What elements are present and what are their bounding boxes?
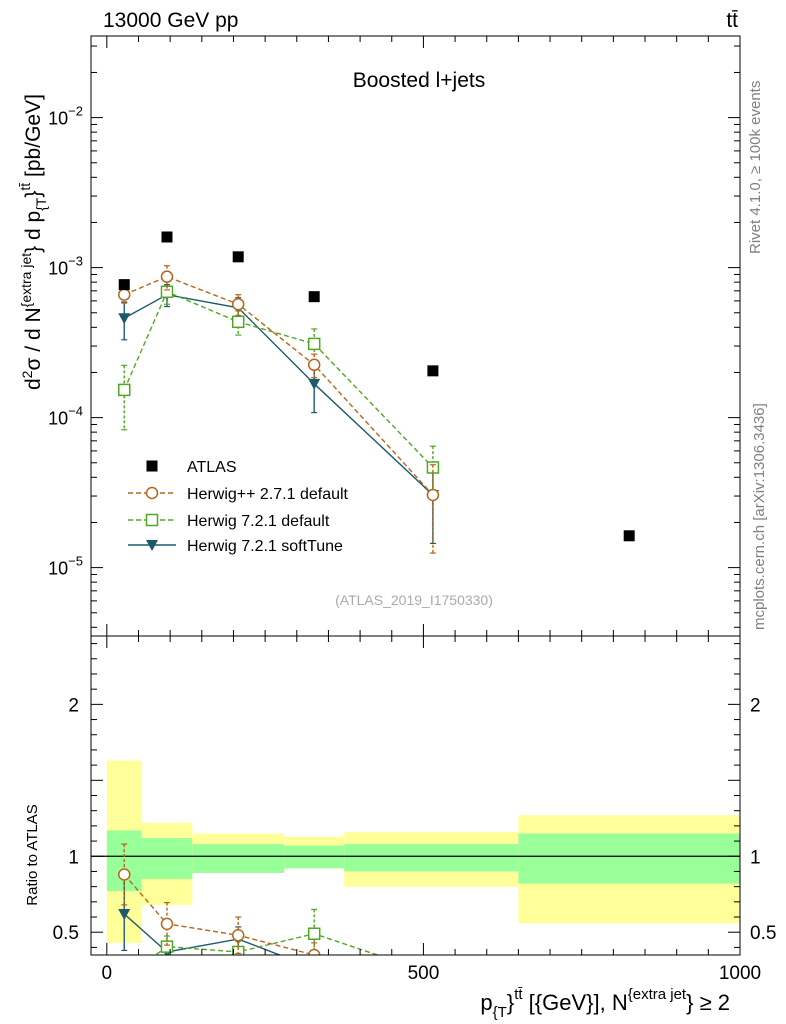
ratio-ytick-label-right: 2 xyxy=(750,695,761,716)
main-point xyxy=(117,383,131,397)
legend-label: Herwig++ 2.7.1 default xyxy=(187,486,349,503)
ratio-ytick-label-left: 2 xyxy=(68,695,79,716)
ratio-point xyxy=(118,908,131,920)
legend-entry: ATLAS xyxy=(146,459,237,476)
main-point xyxy=(160,270,174,283)
main-ytick-label: 10−3 xyxy=(48,254,83,279)
legend-entry: Herwig 7.2.1 softTune xyxy=(128,538,343,555)
legend-label: Herwig 7.2.1 default xyxy=(187,513,330,530)
ratio-series-herwig-2-7-1-default xyxy=(117,843,321,955)
legend-marker xyxy=(146,540,158,551)
legend-label: Herwig 7.2.1 softTune xyxy=(187,538,343,555)
main-point xyxy=(161,231,173,243)
ratio-point xyxy=(231,945,245,955)
header-left: 13000 GeV pp xyxy=(103,9,238,32)
main-point xyxy=(427,365,439,377)
main-point xyxy=(308,291,320,303)
main-panel: 10−2 10−3 10−4 10−5 xyxy=(48,35,741,637)
main-series-herwig-2-7-1-default xyxy=(117,265,440,554)
ratio-xtick-label: 1000 xyxy=(719,963,761,984)
main-point xyxy=(118,313,131,325)
legend-entry: Herwig 7.2.1 default xyxy=(128,513,330,530)
watermark-rivet: Rivet 4.1.0, ≥ 100k events xyxy=(747,81,764,254)
main-point xyxy=(623,530,635,542)
ratio-point xyxy=(308,963,320,974)
main-point xyxy=(118,279,130,291)
main-line xyxy=(123,290,434,468)
main-line xyxy=(123,293,434,496)
legend-marker xyxy=(146,460,158,472)
legend-marker xyxy=(145,513,159,527)
main-line xyxy=(123,275,434,496)
ratio-point xyxy=(160,917,174,931)
ratio-band-inner xyxy=(344,844,519,872)
main-series-herwig-7-2-1-default xyxy=(117,280,440,500)
ratio-point xyxy=(160,940,174,953)
ratio-band-inner xyxy=(518,833,740,884)
ratio-ytick-label-right: 1 xyxy=(750,847,761,868)
ratio-point xyxy=(307,927,321,940)
header-right: tt̄ xyxy=(726,9,738,32)
ratio-point xyxy=(117,868,131,881)
ratio-xtick-label: 0 xyxy=(102,963,113,984)
ratio-bands xyxy=(106,760,740,943)
ratio-band-inner xyxy=(284,845,345,869)
main-point xyxy=(231,297,245,311)
main-series-herwig-7-2-1-softtune xyxy=(118,284,439,545)
main-point xyxy=(307,358,321,372)
main-ytick-label: 10−4 xyxy=(48,404,83,429)
legend-entry: Herwig++ 2.7.1 default xyxy=(128,486,349,503)
ratio-ytick-label-left: 1 xyxy=(68,847,79,868)
ratio-point xyxy=(231,929,245,942)
main-point xyxy=(117,288,131,301)
main-series-atlas xyxy=(118,231,635,542)
ratio-band-inner xyxy=(141,838,193,880)
legend: ATLAS Herwig++ 2.7.1 default Herwig 7.2.1 … xyxy=(128,459,349,555)
ratio-ylabel: Ratio to ATLAS xyxy=(24,804,41,905)
main-point xyxy=(231,315,245,329)
main-ylabel: d2σ / d N{extra jet} d p{T}tt̄ [pb/GeV] xyxy=(17,94,49,390)
watermark-mcplots: mcplots.cern.ch [arXiv:1306.3436] xyxy=(751,403,768,630)
ratio-ytick-label-left: 0.5 xyxy=(53,923,79,944)
main-point xyxy=(426,488,440,502)
legend-marker xyxy=(145,486,159,500)
main-ytick-label: 10−2 xyxy=(48,104,83,129)
ratio-point xyxy=(307,948,321,955)
chart-title: Boosted l+jets xyxy=(353,69,486,92)
main-point xyxy=(232,251,244,263)
ratio-line xyxy=(154,933,380,955)
main-ytick-label: 10−5 xyxy=(48,554,83,579)
ratio-panel: 0.5 0.5 1 1 2 2 0 500 1000 xyxy=(53,635,776,984)
analysis-tag: (ATLAS_2019_I1750330) xyxy=(335,592,493,608)
main-point xyxy=(307,337,321,351)
xlabel: p{T}tt̄ [{GeV}], N{extra jet} ≥ 2 xyxy=(480,986,730,1021)
ratio-ytick-label-right: 0.5 xyxy=(750,923,776,944)
ratio-point xyxy=(119,972,130,983)
legend-label: ATLAS xyxy=(187,459,237,476)
main-point xyxy=(308,378,321,390)
ratio-xtick-label: 500 xyxy=(408,963,440,984)
ratio-band-inner xyxy=(192,844,285,873)
